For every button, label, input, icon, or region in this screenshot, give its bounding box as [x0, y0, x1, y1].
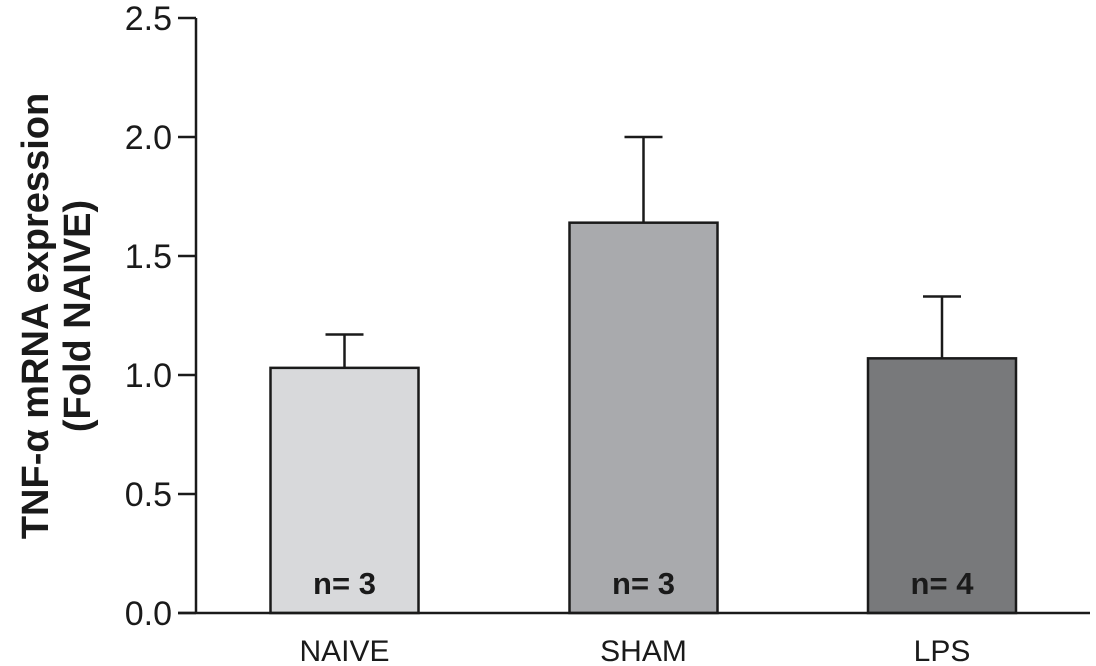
sample-size-label-lps: n= 4 — [911, 566, 975, 601]
y-axis-title: TNF-α mRNA expression (Fold NAIVE) — [15, 93, 99, 539]
y-tick-label: 2.0 — [125, 119, 172, 157]
y-axis: 0.0 0.5 1.0 1.5 2.0 2.5 — [125, 0, 198, 633]
x-axis: NAIVE SHAM LPS — [178, 611, 1090, 666]
y-axis-label-line1: TNF-α mRNA expression — [15, 93, 57, 539]
bar-naive — [269, 366, 420, 615]
x-tick-label-sham: SHAM — [600, 635, 687, 666]
y-tick-label: 0.0 — [125, 595, 172, 633]
y-tick-label: 0.5 — [125, 476, 172, 514]
y-axis-label-line2: (Fold NAIVE) — [57, 200, 99, 432]
x-tick-label-lps: LPS — [914, 635, 971, 666]
sample-size-label-naive: n= 3 — [313, 566, 376, 601]
y-tick-label: 2.5 — [125, 0, 172, 38]
bar-lps — [866, 357, 1018, 615]
bar-sham — [568, 221, 719, 615]
sample-size-labels: n= 3 n= 3 n= 4 — [313, 566, 974, 601]
bars-group — [269, 221, 1018, 615]
y-tick-label: 1.5 — [125, 238, 172, 276]
y-tick-label: 1.0 — [125, 357, 172, 395]
x-tick-label-naive: NAIVE — [299, 635, 389, 666]
sample-size-label-sham: n= 3 — [612, 566, 675, 601]
error-bars-group — [325, 135, 961, 368]
